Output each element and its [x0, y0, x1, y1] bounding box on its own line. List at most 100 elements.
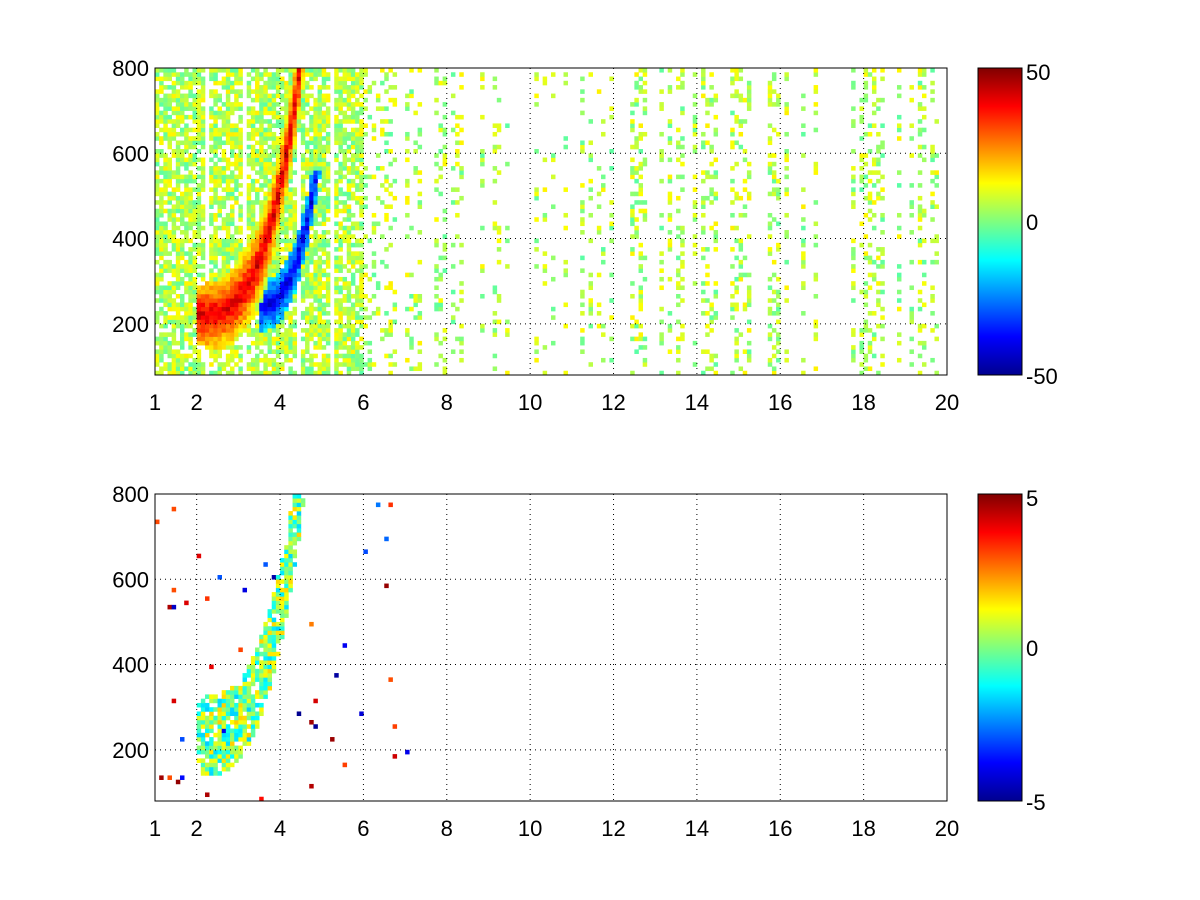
- heatmap-cell: [188, 268, 193, 273]
- heatmap-cell: [275, 251, 281, 256]
- heatmap-cell: [221, 157, 227, 163]
- heatmap-cell: [267, 170, 273, 175]
- heatmap-cell: [250, 370, 256, 376]
- heatmap-cell: [209, 306, 214, 312]
- heatmap-cell: [200, 336, 206, 342]
- heatmap-cell: [184, 183, 189, 188]
- heatmap-cell: [667, 68, 673, 73]
- heatmap-cell: [225, 93, 231, 99]
- heatmap-cell: [167, 293, 172, 299]
- heatmap-cell: [217, 370, 222, 376]
- heatmap-cell: [171, 315, 177, 320]
- heatmap-cell: [880, 251, 885, 256]
- heatmap-cell: [159, 298, 164, 303]
- heatmap-cell: [246, 144, 252, 150]
- heatmap-cell: [342, 102, 348, 107]
- heatmap-cell: [309, 302, 314, 308]
- heatmap-cell: [275, 328, 281, 333]
- heatmap-cell: [263, 247, 268, 252]
- heatmap-cell: [934, 259, 939, 265]
- heatmap-cell: [317, 161, 323, 167]
- heatmap-cell: [259, 264, 264, 269]
- heatmap-cell: [263, 285, 268, 291]
- heatmap-cell: [746, 85, 752, 90]
- heatmap-cell: [417, 349, 423, 354]
- heatmap-cell: [259, 315, 264, 320]
- heatmap-cell: [234, 711, 239, 717]
- heatmap-cell: [338, 259, 343, 265]
- heatmap-cell: [167, 604, 172, 610]
- heatmap-cell: [363, 174, 368, 180]
- heatmap-cell: [300, 191, 306, 197]
- heatmap-cell: [880, 336, 885, 342]
- heatmap-cell: [280, 183, 285, 188]
- heatmap-cell: [167, 264, 172, 269]
- heatmap-cell: [880, 76, 885, 82]
- heatmap-cell: [442, 161, 448, 167]
- heatmap-cell: [188, 345, 193, 350]
- heatmap-cell: [213, 178, 218, 184]
- heatmap-cell: [371, 311, 377, 316]
- heatmap-cell: [896, 276, 902, 282]
- heatmap-cell: [200, 136, 206, 141]
- heatmap-cell: [350, 110, 356, 116]
- x-tick-label: 16: [768, 390, 792, 415]
- heatmap-cell: [175, 255, 181, 261]
- y-tick-label: 600: [112, 141, 149, 166]
- heatmap-cell: [192, 357, 197, 363]
- heatmap-cell: [188, 315, 193, 320]
- heatmap-cell: [734, 340, 739, 346]
- heatmap-cell: [159, 80, 164, 86]
- heatmap-cell: [267, 664, 273, 670]
- heatmap-cell: [863, 212, 869, 218]
- heatmap-cell: [246, 93, 252, 99]
- heatmap-cell: [284, 328, 289, 333]
- heatmap-cell: [280, 97, 285, 103]
- heatmap-cell: [359, 131, 364, 137]
- heatmap-cell: [184, 204, 189, 209]
- heatmap-cell: [313, 200, 318, 205]
- heatmap-cell: [200, 758, 206, 763]
- heatmap-cell: [300, 106, 306, 111]
- heatmap-cell: [263, 638, 268, 644]
- heatmap-cell: [305, 144, 310, 150]
- heatmap-cell: [213, 97, 218, 103]
- heatmap-cell: [638, 268, 644, 273]
- heatmap-cell: [234, 298, 239, 303]
- heatmap-cell: [255, 238, 260, 244]
- heatmap-cell: [200, 212, 206, 218]
- heatmap-cell: [859, 289, 864, 295]
- heatmap-cell: [209, 762, 214, 768]
- heatmap-cell: [813, 72, 819, 77]
- heatmap-cell: [680, 238, 685, 244]
- heatmap-cell: [355, 80, 360, 86]
- heatmap-cell: [359, 149, 364, 154]
- heatmap-cell: [192, 268, 197, 273]
- heatmap-cell: [713, 127, 719, 133]
- heatmap-cell: [896, 136, 902, 141]
- heatmap-cell: [313, 281, 318, 286]
- heatmap-cell: [188, 93, 193, 99]
- heatmap-cell: [200, 289, 206, 295]
- heatmap-cell: [342, 68, 348, 73]
- heatmap-cell: [317, 204, 323, 209]
- heatmap-cell: [921, 302, 927, 308]
- heatmap-cell: [284, 587, 289, 593]
- heatmap-cell: [359, 80, 364, 86]
- heatmap-cell: [217, 157, 222, 163]
- heatmap-cell: [230, 153, 235, 158]
- heatmap-cell: [917, 80, 923, 86]
- heatmap-cell: [388, 323, 393, 329]
- heatmap-cell: [680, 136, 685, 141]
- heatmap-cell: [813, 293, 819, 299]
- heatmap-cell: [250, 673, 256, 678]
- heatmap-cell: [680, 80, 685, 86]
- heatmap-cell: [388, 225, 393, 231]
- heatmap-cell: [296, 498, 302, 503]
- heatmap-cell: [192, 72, 197, 77]
- heatmap-cell: [871, 332, 877, 337]
- heatmap-cell: [709, 174, 714, 180]
- heatmap-cell: [263, 102, 268, 107]
- heatmap-cell: [701, 170, 706, 175]
- heatmap-cell: [167, 315, 172, 320]
